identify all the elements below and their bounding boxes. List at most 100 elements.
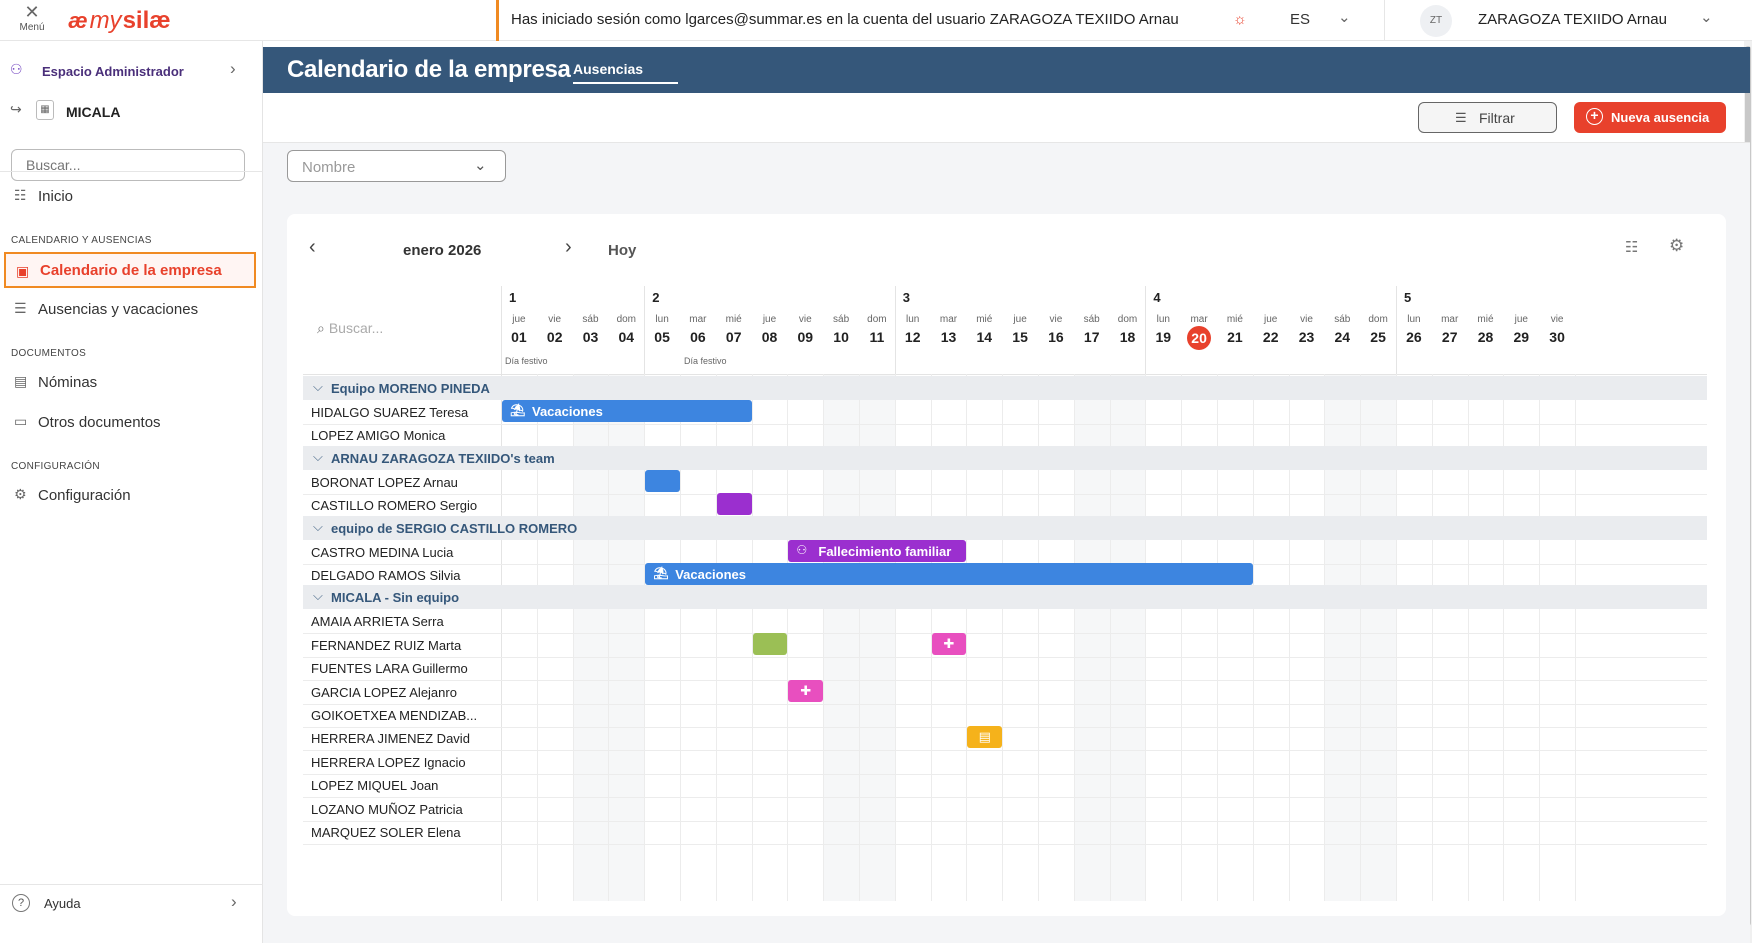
table-row[interactable]: MARQUEZ SOLER Elena <box>303 819 1707 845</box>
absence-bar[interactable] <box>716 493 752 516</box>
table-row[interactable]: CASTILLO ROMERO Sergio <box>303 492 1707 519</box>
sidebar-item-other-docs[interactable]: ▭ Otros documentos <box>0 404 263 440</box>
company-switcher[interactable]: ↪ ▦ MICALA <box>10 100 250 123</box>
absence-bar[interactable]: ⚇ Fallecimiento familiar <box>788 539 967 562</box>
day-header[interactable]: mié 21 <box>1217 314 1253 345</box>
tab-absences[interactable]: Ausencias <box>573 61 644 77</box>
help-link[interactable]: ? Ayuda › <box>0 891 263 921</box>
day-header[interactable]: sáb 10 <box>823 314 859 345</box>
day-header[interactable]: mié 07 <box>716 314 752 345</box>
day-header[interactable]: jue 29 <box>1503 314 1539 345</box>
grid-search-input[interactable]: ⌕ Buscar... <box>317 320 383 337</box>
table-row[interactable]: CASTRO MEDINA Lucia <box>303 539 1707 565</box>
today-button[interactable]: Hoy <box>608 242 637 259</box>
absence-bar[interactable]: ✚ <box>788 679 824 702</box>
day-of-week: jue <box>762 314 777 325</box>
day-header[interactable]: dom 11 <box>859 314 895 345</box>
day-header[interactable]: vie 16 <box>1038 314 1074 345</box>
table-row[interactable]: HERRERA LOPEZ Ignacio <box>303 749 1707 775</box>
chevron-down-icon[interactable]: ⌄ <box>1338 9 1351 26</box>
team-group-header[interactable]: ⌵ MICALA - Sin equipo <box>303 585 1707 610</box>
day-header[interactable]: dom 04 <box>608 314 644 345</box>
day-header[interactable]: lun 26 <box>1396 314 1432 345</box>
chevron-down-icon[interactable]: ⌄ <box>1700 9 1713 26</box>
day-header[interactable]: vie 02 <box>537 314 573 345</box>
table-row[interactable]: LOZANO MUÑOZ Patricia <box>303 796 1707 822</box>
chevron-right-icon[interactable]: › <box>565 236 572 258</box>
absence-bar[interactable] <box>752 632 788 655</box>
gear-icon[interactable]: ⚙ <box>1669 236 1685 255</box>
day-header[interactable]: jue 01 <box>501 314 537 345</box>
day-header[interactable]: mar 13 <box>931 314 967 345</box>
absence-bar[interactable]: ✚ <box>931 632 967 655</box>
sidebar-item-home[interactable]: ☷ Inicio <box>0 178 263 214</box>
table-row[interactable]: HERRERA JIMENEZ David <box>303 725 1707 752</box>
day-header[interactable]: dom 18 <box>1110 314 1146 345</box>
column-line <box>966 374 968 901</box>
day-header[interactable]: sáb 17 <box>1074 314 1110 345</box>
user-name[interactable]: ZARAGOZA TEXIIDO Arnau <box>1478 11 1667 28</box>
language-selector[interactable]: ES <box>1290 11 1311 28</box>
team-group-header[interactable]: ⌵ ARNAU ZARAGOZA TEXIIDO's team <box>303 445 1707 470</box>
sidebar-item-config[interactable]: ⚙ Configuración <box>0 477 263 513</box>
day-header[interactable]: jue 22 <box>1253 314 1289 345</box>
avatar[interactable]: ZT <box>1420 5 1452 37</box>
sidebar-item-label: Configuración <box>38 487 131 504</box>
day-header[interactable]: jue 15 <box>1002 314 1038 345</box>
day-header[interactable]: vie 30 <box>1539 314 1575 345</box>
absence-bar[interactable]: ▤ <box>967 726 1003 749</box>
mysilae-logo[interactable]: æ my silæ <box>68 6 171 36</box>
day-of-week: jue <box>512 314 526 325</box>
new-absence-button[interactable]: + Nueva ausencia <box>1574 102 1726 133</box>
table-row[interactable]: LOPEZ AMIGO Monica <box>303 422 1707 449</box>
chevron-left-icon[interactable]: ‹ <box>309 236 316 258</box>
column-line <box>1539 374 1541 901</box>
sidebar-search-input[interactable] <box>11 149 245 181</box>
absence-bar[interactable] <box>645 469 680 492</box>
table-row[interactable]: FERNANDEZ RUIZ Marta <box>303 632 1707 658</box>
filter-button[interactable]: ☰ Filtrar <box>1418 102 1557 133</box>
day-header[interactable]: mié 14 <box>966 314 1002 345</box>
table-row[interactable]: BORONAT LOPEZ Arnau <box>303 469 1707 495</box>
table-row[interactable]: LOPEZ MIQUEL Joan <box>303 772 1707 799</box>
day-of-week: dom <box>616 314 637 325</box>
day-header[interactable]: mar 20 <box>1181 314 1217 350</box>
sidebar-item-absences[interactable]: ☰ Ausencias y vacaciones <box>0 291 263 327</box>
sidebar-item-company-calendar[interactable]: ▣ Calendario de la empresa <box>4 252 256 288</box>
day-header[interactable]: lun 19 <box>1145 314 1181 345</box>
absence-bar[interactable]: ⛱ Vacaciones <box>502 400 752 422</box>
chevron-down-icon[interactable]: ⌵ <box>313 448 323 464</box>
day-header[interactable]: lun 05 <box>644 314 680 345</box>
menu-button[interactable]: ✕ Menú <box>14 3 50 38</box>
table-row[interactable]: FUENTES LARA Guillermo <box>303 655 1707 682</box>
absence-label: Vacaciones <box>675 567 747 582</box>
day-header[interactable]: mar 06 <box>680 314 716 345</box>
day-number: 21 <box>1227 329 1243 345</box>
day-header[interactable]: jue 08 <box>752 314 788 345</box>
chevron-down-icon[interactable]: ⌵ <box>313 379 323 394</box>
table-row[interactable]: AMAIA ARRIETA Serra <box>303 608 1707 635</box>
admin-space-link[interactable]: ⚇ Espacio Administrador › <box>10 59 250 83</box>
day-header[interactable]: dom 25 <box>1360 314 1396 345</box>
day-header[interactable]: mar 27 <box>1432 314 1468 345</box>
team-group-header[interactable]: ⌵ equipo de SERGIO CASTILLO ROMERO <box>303 515 1707 540</box>
sidebar-item-payslips[interactable]: ▤ Nóminas <box>0 364 263 400</box>
table-row[interactable]: GARCIA LOPEZ Alejanro <box>303 679 1707 705</box>
absence-bar[interactable]: ⛱ Vacaciones <box>645 563 1253 585</box>
table-row[interactable]: GOIKOETXEA MENDIZAB... <box>303 702 1707 728</box>
sun-icon[interactable]: ☼ <box>1233 11 1247 28</box>
list-view-icon[interactable]: ☷ <box>1625 239 1639 256</box>
day-number: 16 <box>1048 329 1064 345</box>
day-header[interactable]: sáb 24 <box>1324 314 1360 345</box>
chevron-down-icon[interactable]: ⌵ <box>313 588 323 604</box>
chevron-down-icon[interactable]: ⌵ <box>313 518 323 534</box>
day-header[interactable]: vie 09 <box>787 314 823 345</box>
day-header[interactable]: lun 12 <box>895 314 931 345</box>
name-select[interactable]: Nombre ⌄ <box>287 150 506 182</box>
employee-name: BORONAT LOPEZ Arnau <box>311 474 458 490</box>
day-header[interactable]: vie 23 <box>1289 314 1325 345</box>
table-row[interactable]: HIDALGO SUAREZ Teresa <box>303 399 1707 425</box>
team-group-header[interactable]: ⌵ Equipo MORENO PINEDA <box>303 376 1707 400</box>
day-header[interactable]: sáb 03 <box>573 314 609 345</box>
day-header[interactable]: mié 28 <box>1468 314 1504 345</box>
